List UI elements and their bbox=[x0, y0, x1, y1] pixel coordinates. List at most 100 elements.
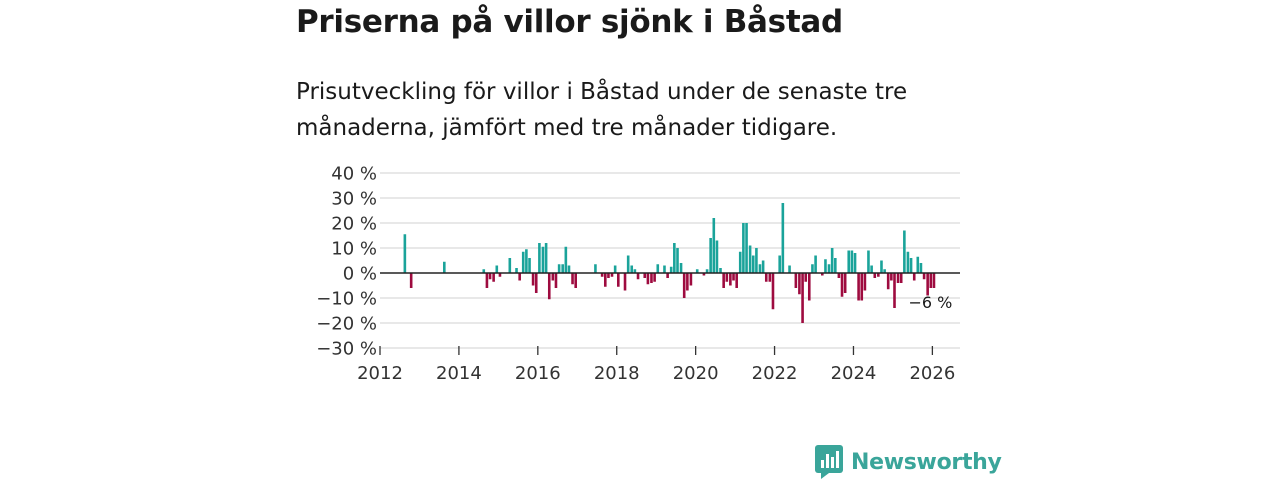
data-bar bbox=[564, 246, 568, 273]
data-bar bbox=[906, 251, 910, 273]
data-bar bbox=[525, 249, 528, 273]
data-bar bbox=[626, 255, 630, 273]
data-bar bbox=[676, 248, 679, 273]
data-bar bbox=[926, 273, 929, 296]
data-bar bbox=[853, 253, 857, 273]
data-bar bbox=[712, 218, 716, 273]
data-bar bbox=[610, 273, 614, 277]
data-bar bbox=[771, 273, 775, 310]
data-bar bbox=[811, 264, 814, 273]
x-tick-label: 2018 bbox=[594, 363, 640, 384]
data-bar bbox=[877, 273, 880, 277]
newsworthy-logo-icon bbox=[815, 445, 843, 479]
data-bar bbox=[709, 238, 712, 273]
data-bar bbox=[847, 250, 851, 273]
data-bar bbox=[827, 264, 831, 273]
data-bar bbox=[673, 243, 676, 273]
brand-name: Newsworthy bbox=[851, 449, 1002, 475]
y-tick-label: 30 % bbox=[331, 189, 377, 210]
data-bar bbox=[830, 248, 834, 273]
data-bar bbox=[623, 273, 627, 291]
data-bar bbox=[636, 273, 640, 280]
data-bar bbox=[843, 273, 847, 293]
data-bar bbox=[755, 248, 758, 273]
y-tick-label: −10 % bbox=[316, 289, 377, 310]
data-bar bbox=[768, 273, 772, 282]
data-bar bbox=[870, 265, 873, 273]
data-bar bbox=[735, 273, 738, 288]
data-bar bbox=[857, 273, 860, 301]
y-tick-label: −20 % bbox=[316, 314, 377, 335]
data-bar bbox=[482, 269, 486, 273]
data-bar bbox=[873, 273, 877, 278]
data-bar bbox=[824, 259, 827, 273]
last-value-annotation: −6 % bbox=[909, 293, 953, 312]
data-bar bbox=[738, 251, 742, 273]
data-bar bbox=[515, 268, 518, 273]
data-bar bbox=[919, 263, 923, 273]
y-tick-label: 40 % bbox=[331, 164, 377, 185]
data-bar bbox=[607, 273, 610, 278]
data-bar bbox=[541, 246, 545, 273]
data-bar bbox=[594, 264, 597, 273]
data-bar bbox=[814, 255, 817, 273]
data-bar bbox=[850, 250, 854, 273]
data-bar bbox=[600, 273, 604, 277]
data-bar bbox=[761, 260, 765, 273]
data-bar bbox=[682, 273, 686, 298]
data-bar bbox=[837, 273, 841, 278]
data-bar bbox=[534, 273, 538, 293]
x-tick-label: 2012 bbox=[357, 363, 403, 384]
chart-title: Priserna på villor sjönk i Båstad bbox=[296, 4, 843, 40]
data-bar bbox=[748, 245, 752, 273]
data-bar bbox=[807, 273, 811, 301]
data-bar bbox=[643, 273, 647, 278]
data-bar bbox=[922, 273, 926, 280]
data-bar bbox=[751, 255, 755, 273]
data-bar bbox=[742, 223, 745, 273]
data-bar bbox=[656, 264, 660, 273]
data-bar bbox=[788, 265, 791, 273]
data-bar bbox=[886, 273, 890, 290]
data-bar bbox=[409, 273, 413, 288]
data-bar bbox=[890, 273, 893, 281]
data-bar bbox=[567, 265, 571, 273]
x-tick-label: 2016 bbox=[515, 363, 561, 384]
data-bar bbox=[613, 265, 617, 273]
data-bar bbox=[798, 273, 801, 295]
data-bar bbox=[893, 273, 896, 308]
data-bar bbox=[880, 260, 883, 273]
data-bar bbox=[794, 273, 798, 288]
data-bar bbox=[547, 273, 551, 300]
data-bar bbox=[518, 273, 521, 281]
data-bar bbox=[443, 261, 446, 273]
y-tick-label: 0 % bbox=[343, 264, 377, 285]
data-bar bbox=[495, 265, 499, 273]
data-bar bbox=[903, 230, 906, 273]
data-bar bbox=[932, 273, 936, 288]
data-bar bbox=[689, 273, 693, 286]
data-bar bbox=[801, 273, 804, 323]
data-bar bbox=[521, 251, 525, 273]
x-tick-label: 2026 bbox=[909, 363, 955, 384]
data-bar bbox=[571, 273, 574, 285]
data-bar bbox=[722, 273, 725, 288]
data-bar bbox=[679, 263, 683, 273]
x-tick-label: 2022 bbox=[752, 363, 798, 384]
x-tick-label: 2024 bbox=[831, 363, 877, 384]
data-bar bbox=[929, 273, 933, 288]
data-bar bbox=[732, 273, 735, 281]
data-bar bbox=[663, 265, 666, 273]
data-bar bbox=[909, 258, 913, 273]
chart-subtitle: Prisutveckling för villor i Båstad under… bbox=[296, 79, 908, 141]
data-bar bbox=[804, 273, 808, 282]
data-bar bbox=[492, 273, 495, 282]
data-bar bbox=[781, 203, 785, 273]
data-bar bbox=[554, 273, 558, 288]
data-bar bbox=[778, 255, 781, 273]
data-bar bbox=[557, 264, 561, 273]
x-axis: 2012 2014 2016 2018 2020 2022 2024 2026 bbox=[357, 346, 955, 384]
data-bar bbox=[488, 273, 492, 280]
y-tick-label: −30 % bbox=[316, 339, 377, 360]
